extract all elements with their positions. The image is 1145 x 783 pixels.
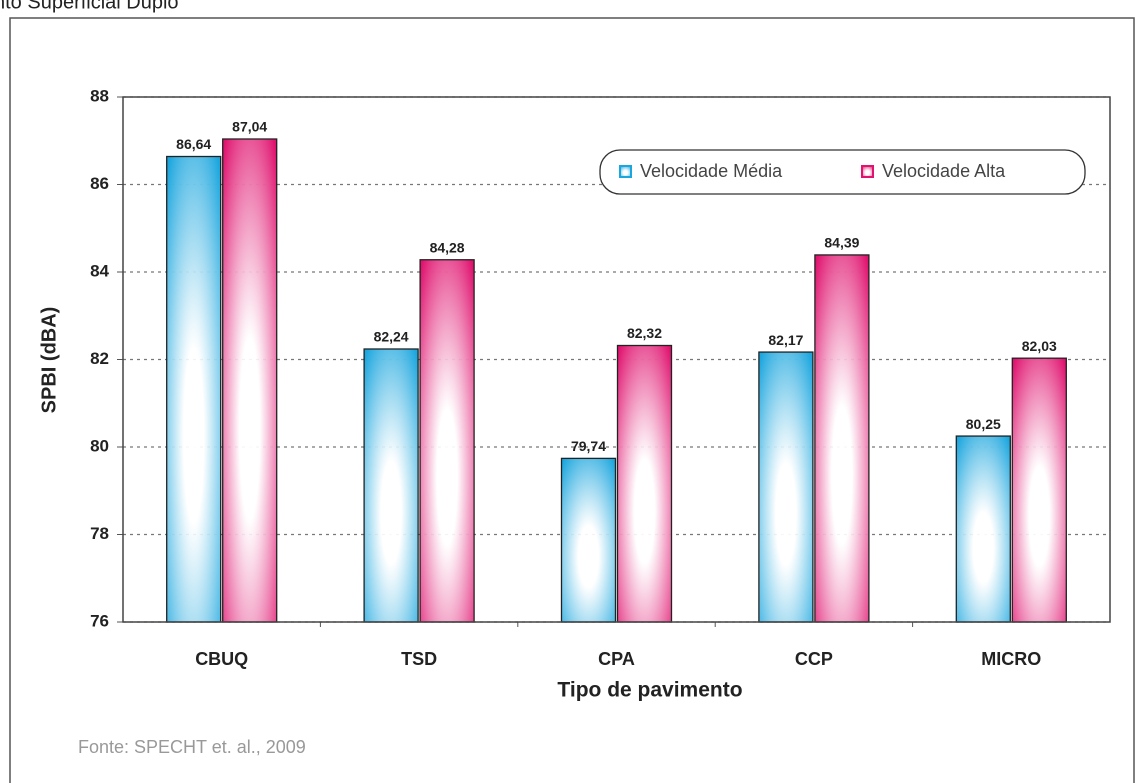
bar	[758, 351, 814, 623]
bar	[560, 457, 617, 623]
value-label: 82,32	[627, 325, 662, 341]
bar	[419, 259, 475, 623]
x-tick-label: CBUQ	[195, 649, 248, 669]
bar	[814, 254, 870, 623]
x-tick-label: CPA	[598, 649, 635, 669]
value-label: 82,03	[1022, 338, 1057, 354]
value-label: 84,39	[824, 235, 859, 251]
value-label: 79,74	[571, 438, 606, 454]
x-tick-label: TSD	[401, 649, 437, 669]
value-label: 80,25	[966, 416, 1001, 432]
value-label: 86,64	[176, 136, 211, 152]
y-axis-title: SPBI (dBA)	[38, 307, 60, 414]
bar	[955, 435, 1011, 623]
x-tick-label: MICRO	[981, 649, 1041, 669]
legend-label: Velocidade Alta	[882, 161, 1006, 181]
source: Fonte: SPECHT et. al., 2009	[78, 737, 306, 757]
legend-box	[599, 149, 1086, 195]
y-tick-label: 80	[90, 436, 109, 455]
value-label: 82,24	[374, 329, 409, 345]
y-tick-label: 84	[90, 261, 109, 280]
header-fragment: nto Superficial Duplo	[0, 0, 179, 13]
y-tick-label: 88	[90, 86, 109, 105]
x-tick-label: CCP	[795, 649, 833, 669]
legend-label: Velocidade Média	[640, 161, 783, 181]
plot-border	[122, 96, 1111, 623]
y-tick-label: 78	[90, 524, 109, 543]
bar	[1011, 357, 1067, 623]
value-label: 87,04	[232, 119, 267, 135]
y-tick-label: 86	[90, 174, 109, 193]
x-axis-title: Tipo de pavimento	[557, 679, 742, 702]
value-label: 84,28	[430, 239, 465, 255]
value-label: 82,17	[768, 332, 803, 348]
bar	[166, 155, 222, 623]
bar	[363, 348, 419, 623]
y-tick-label: 76	[90, 611, 109, 630]
legend-swatch	[619, 165, 632, 178]
frame	[9, 17, 1135, 783]
bar	[616, 344, 673, 623]
y-tick-label: 82	[90, 349, 109, 368]
bar	[222, 138, 278, 623]
legend-swatch	[861, 165, 874, 178]
